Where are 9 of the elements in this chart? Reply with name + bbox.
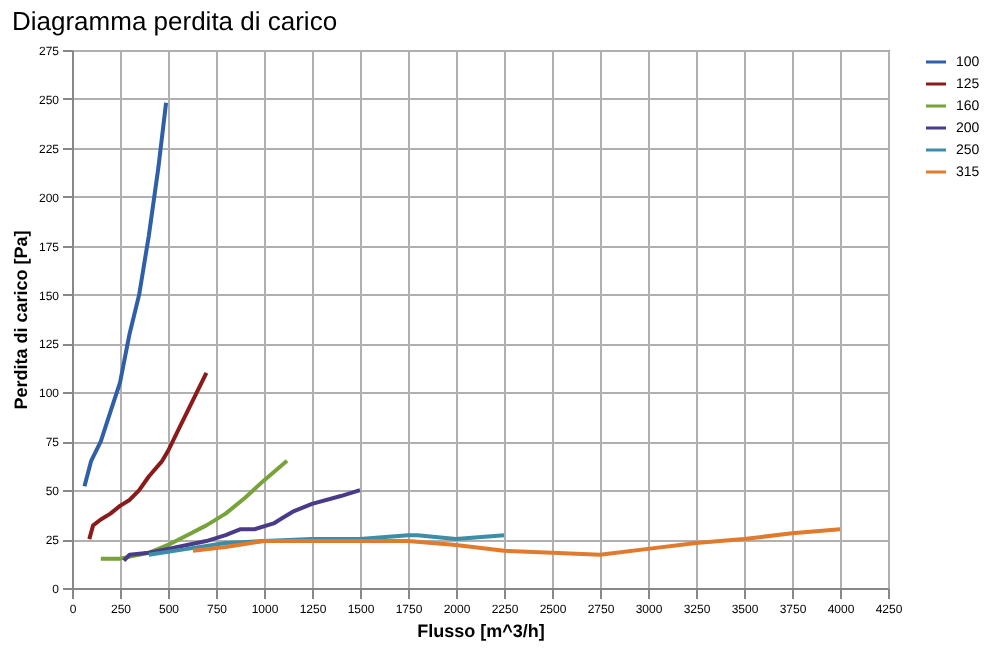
line-series (98, 458, 290, 561)
line-series (87, 370, 209, 542)
line-series (121, 488, 362, 563)
y-axis-title: Perdita di carico [Pa] (10, 230, 31, 410)
line-series (82, 100, 169, 489)
line-series (190, 527, 842, 557)
chart-title: Diagramma perdita di carico (11, 6, 338, 36)
line-series (146, 533, 506, 557)
x-axis-title: Flusso [m^3/h] (417, 621, 545, 641)
